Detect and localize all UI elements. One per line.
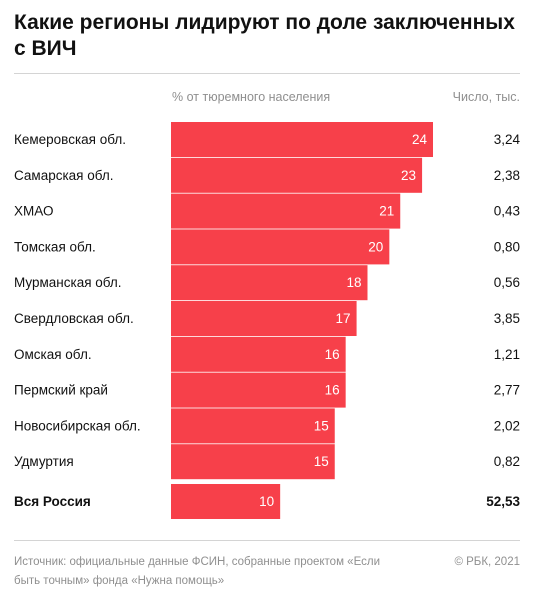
source-note: Источник: официальные данные ФСИН, собра… [14,556,380,587]
count-label-5: 0,56 [494,275,520,290]
bar-2 [171,157,423,193]
value-label-total: 10 [259,494,274,509]
value-label-8: 16 [325,383,340,398]
category-label-3: ХМАО [14,204,53,219]
category-label-10: Удмуртия [14,454,74,469]
bar-total [171,484,281,519]
count-label-2: 2,38 [494,168,520,183]
bar-7 [171,336,346,372]
value-label-3: 21 [379,204,394,219]
bar-1 [171,122,433,157]
chart-title: Какие регионы лидируют по доле заключенн… [14,11,515,60]
category-label-9: Новосибирская обл. [14,418,141,433]
category-label-2: Самарская обл. [14,168,114,183]
bar-6 [171,301,357,336]
category-label-4: Томская обл. [14,239,96,254]
bar-5 [171,265,368,301]
category-label-7: Омская обл. [14,347,92,362]
bar-9 [171,408,335,444]
count-label-8: 2,77 [494,383,520,398]
value-label-7: 16 [325,347,340,362]
value-label-4: 20 [368,239,383,254]
category-label-5: Мурманская обл. [14,275,122,290]
count-label-1: 3,24 [494,132,521,147]
bar-4 [171,229,390,265]
count-label-7: 1,21 [494,347,520,362]
copyright: © РБК, 2021 [454,556,520,568]
category-label-1: Кемеровская обл. [14,132,126,147]
count-label-3: 0,43 [494,204,520,219]
share-column-header: % от тюремного населения [172,90,331,104]
bar-3 [171,193,401,229]
category-label-6: Свердловская обл. [14,311,134,326]
count-column-header: Число, тыс. [452,90,520,104]
value-label-5: 18 [346,275,361,290]
bar-10 [171,444,335,480]
top-divider [14,73,520,74]
value-label-2: 23 [401,168,416,183]
count-label-total: 52,53 [486,494,520,509]
value-label-9: 15 [314,418,329,433]
count-label-4: 0,80 [494,239,520,254]
value-label-1: 24 [412,132,428,147]
count-label-10: 0,82 [494,454,520,469]
value-label-10: 15 [314,454,329,469]
category-label-8: Пермский край [14,383,108,398]
value-label-6: 17 [336,311,351,326]
bottom-divider [14,540,520,541]
count-label-6: 3,85 [494,311,520,326]
count-label-9: 2,02 [494,418,520,433]
category-label-total: Вся Россия [14,494,91,509]
bar-8 [171,372,346,408]
